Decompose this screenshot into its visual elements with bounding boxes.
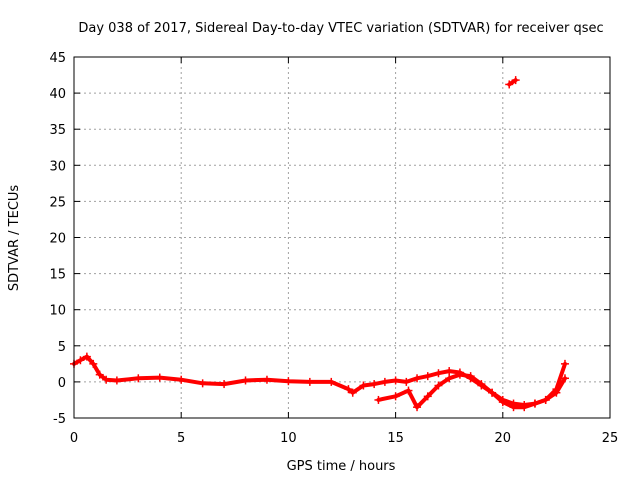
data-point: [391, 376, 400, 385]
y-tick-label: 45: [49, 51, 66, 66]
data-point: [220, 380, 229, 389]
data-point: [391, 392, 400, 401]
data-point: [455, 370, 464, 379]
data-point: [284, 377, 293, 386]
y-tick-label: 0: [58, 376, 66, 391]
data-point: [413, 374, 422, 383]
data-point: [327, 377, 336, 386]
data-point: [380, 377, 389, 386]
y-tick-label: -5: [53, 412, 66, 427]
data-point: [348, 388, 357, 397]
data-point: [112, 376, 121, 385]
x-axis-label: GPS time / hours: [287, 459, 396, 474]
data-point: [82, 352, 91, 361]
data-point: [155, 373, 164, 382]
grid-lines: [74, 57, 610, 418]
data-point: [344, 385, 353, 394]
data-point: [305, 377, 314, 386]
data-series: [70, 76, 569, 412]
chart-title: Day 038 of 2017, Sidereal Day-to-day VTE…: [78, 21, 603, 36]
y-tick-label: 15: [49, 268, 66, 283]
data-point: [370, 380, 379, 389]
data-point: [374, 395, 383, 404]
data-point: [402, 377, 411, 386]
data-point: [445, 374, 454, 383]
data-point: [552, 388, 561, 397]
data-point: [477, 380, 486, 389]
x-tick-label: 0: [70, 431, 78, 446]
data-point: [520, 403, 529, 412]
data-point: [509, 403, 518, 412]
data-point: [262, 375, 271, 384]
data-point: [76, 356, 85, 365]
data-point: [505, 80, 514, 89]
data-point: [560, 374, 569, 383]
data-point: [530, 399, 539, 408]
data-point: [359, 381, 368, 390]
data-point: [488, 388, 497, 397]
data-point: [434, 381, 443, 390]
data-point: [102, 375, 111, 384]
y-tick-label: 35: [49, 123, 66, 138]
data-point: [423, 372, 432, 381]
x-tick-label: 20: [495, 431, 512, 446]
data-point: [241, 376, 250, 385]
axis-ticks: [73, 56, 611, 419]
data-point: [511, 76, 520, 85]
data-point: [560, 359, 569, 368]
series-line: [72, 354, 567, 407]
data-point: [466, 372, 475, 381]
data-point: [445, 367, 454, 376]
x-tick-label: 10: [280, 431, 297, 446]
y-tick-label: 30: [49, 159, 66, 174]
data-point: [541, 395, 550, 404]
data-point: [434, 369, 443, 378]
data-point: [95, 370, 104, 379]
data-point: [413, 403, 422, 412]
y-axis-label: SDTVAR / TECUs: [7, 185, 22, 292]
data-point: [404, 386, 413, 395]
y-tick-label: 5: [58, 340, 66, 355]
data-point: [89, 359, 98, 368]
x-tick-label: 5: [177, 431, 185, 446]
tick-labels: 0 5 10 15 20 25 -5 0 5 10 15 20 25 30 35 40 45: [49, 51, 618, 446]
data-point: [177, 375, 186, 384]
x-tick-label: 25: [602, 431, 619, 446]
y-tick-label: 20: [49, 232, 66, 247]
y-tick-label: 10: [49, 304, 66, 319]
y-tick-label: 40: [49, 87, 66, 102]
x-tick-label: 15: [387, 431, 404, 446]
data-point: [498, 398, 507, 407]
data-point: [423, 392, 432, 401]
data-point: [134, 374, 143, 383]
data-point: [198, 379, 207, 388]
y-tick-label: 25: [49, 195, 66, 210]
